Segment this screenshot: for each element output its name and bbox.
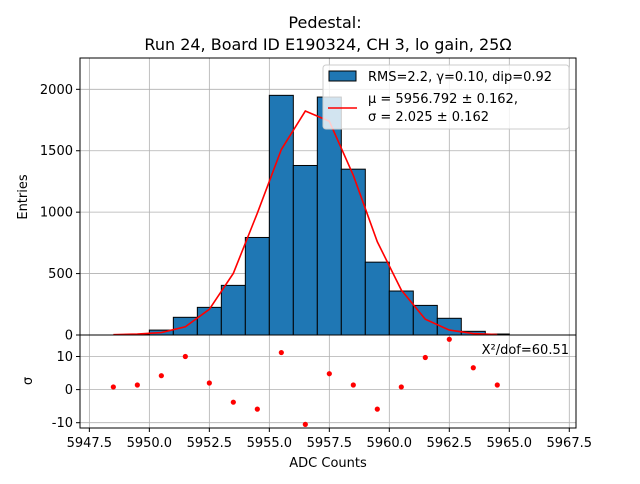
chart-title-line1: Pedestal:: [288, 13, 361, 32]
legend-fit-label-line1: μ = 5956.792 ± 0.162,: [368, 92, 518, 107]
residual-axes-frame: [79, 334, 577, 429]
x-tick-label: 5965.0: [487, 436, 533, 451]
residual-point: [350, 382, 356, 388]
main-y-label: Entries: [16, 174, 31, 220]
histogram-bars: [124, 94, 510, 336]
residual-point: [278, 349, 284, 356]
residual-point: [422, 354, 428, 361]
main-y-tick-label: 500: [48, 267, 73, 282]
main-y-tick-label: 0: [65, 329, 73, 344]
residual-point: [470, 365, 476, 371]
histogram-bar: [292, 164, 318, 336]
residual-point: [302, 421, 308, 427]
x-tick-label: 5962.5: [427, 436, 473, 451]
histogram-bar: [364, 261, 390, 336]
residual-point: [398, 384, 404, 390]
residual-point: [206, 380, 212, 386]
histogram-bar: [196, 306, 222, 336]
residual-point: [134, 382, 140, 388]
residual-point: [446, 336, 452, 342]
legend-hist-label: RMS=2.2, γ=0.10, dip=0.92: [368, 70, 552, 85]
legend: RMS=2.2, γ=0.10, dip=0.92 μ = 5956.792 ±…: [322, 64, 570, 130]
histogram-bar: [316, 96, 342, 336]
residual-point: [158, 373, 164, 379]
chart-title-line2: Run 24, Board ID E190324, CH 3, lo gain,…: [144, 35, 511, 54]
residual-point: [110, 384, 116, 390]
legend-fit-label-line2: σ = 2.025 ± 0.162: [368, 110, 489, 125]
residual-point: [230, 399, 236, 405]
legend-box: [322, 64, 570, 130]
histogram-bar: [244, 236, 270, 336]
fit-curve: [113, 110, 498, 336]
residual-point: [326, 371, 332, 377]
x-tick-label: 5955.0: [247, 436, 293, 451]
x-axis-label: ADC Counts: [289, 456, 367, 471]
chi2-annotation: X²/dof=60.51: [482, 343, 569, 358]
x-tick-label: 5960.0: [367, 436, 413, 451]
x-tick-label: 5950.0: [127, 436, 173, 451]
histogram-bar: [388, 290, 414, 336]
x-tick-label: 5957.5: [307, 436, 353, 451]
residual-point: [254, 406, 260, 412]
residual-point: [494, 382, 500, 388]
legend-hist-swatch: [328, 70, 357, 82]
residual-y-label: σ: [21, 377, 36, 385]
residual-y-ticks: -10 0 10: [52, 350, 80, 431]
residual-grid: [80, 335, 576, 428]
x-tick-label: 5952.5: [187, 436, 233, 451]
histogram-bar: [268, 94, 294, 336]
x-tick-label: 5967.5: [547, 436, 593, 451]
histogram-bar: [220, 284, 246, 336]
x-tick-label: 5947.5: [67, 436, 113, 451]
main-y-tick-label: 1500: [40, 144, 73, 159]
residual-point: [374, 406, 380, 412]
residual-points: [110, 336, 500, 427]
residual-x-ticks: 5947.5 5950.0 5952.5 5955.0 5957.5 5960.0 5962…: [67, 428, 592, 451]
main-y-ticks: 0 500 1000 1500 2000: [40, 83, 80, 344]
main-y-tick-label: 2000: [40, 83, 73, 98]
histogram-bar: [340, 168, 366, 336]
residual-point: [182, 353, 188, 360]
main-y-tick-label: 1000: [40, 206, 73, 221]
residual-y-tick-label: 10: [56, 350, 73, 365]
residual-y-tick-label: 0: [65, 383, 73, 398]
residual-y-tick-label: -10: [52, 416, 73, 431]
